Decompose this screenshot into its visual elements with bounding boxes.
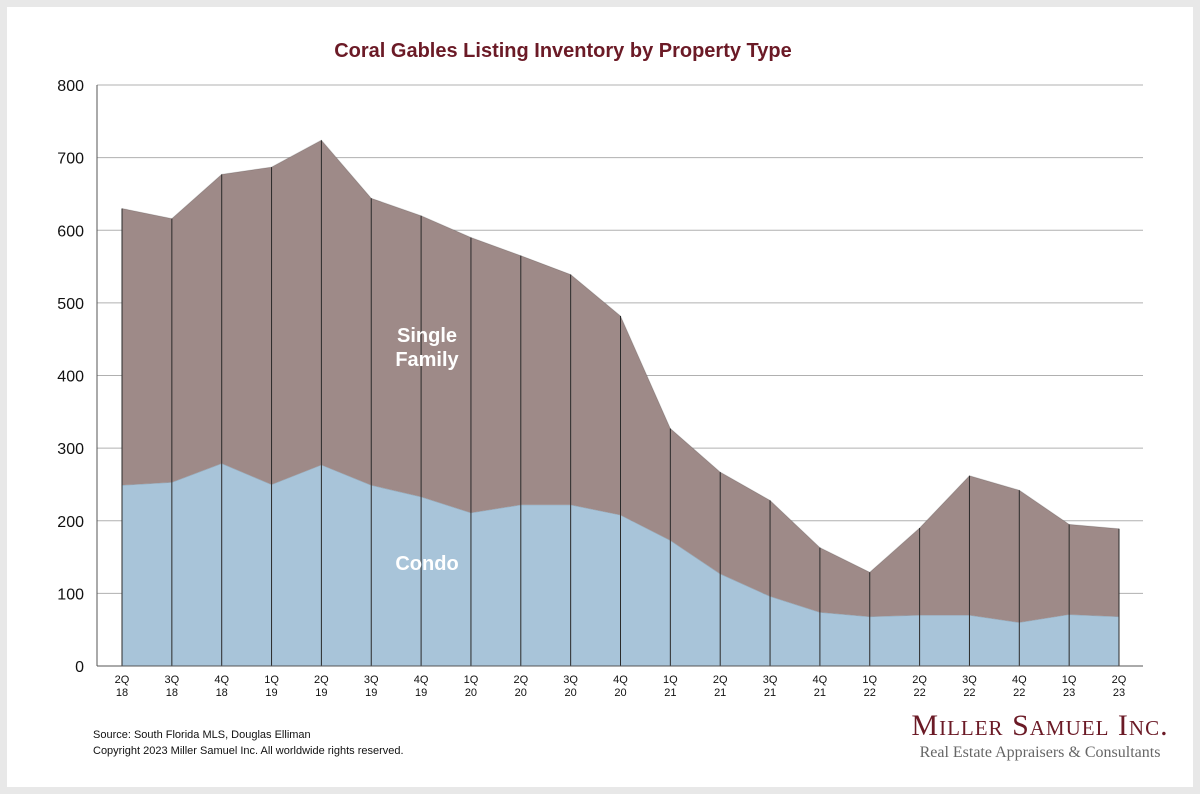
x-tick-label: 3Q 19: [364, 674, 379, 699]
y-tick-label: 200: [57, 514, 84, 531]
x-tick-label: 2Q 18: [115, 674, 130, 699]
y-tick-label: 300: [57, 441, 84, 458]
y-tick-label: 700: [57, 151, 84, 168]
company-logo: Miller Samuel Inc. Real Estate Appraiser…: [900, 710, 1180, 762]
x-tick-label: 2Q 23: [1112, 674, 1127, 699]
x-tick-label: 2Q 20: [513, 674, 528, 699]
x-tick-label: 3Q 22: [962, 674, 977, 699]
logo-name: Miller Samuel Inc.: [911, 709, 1169, 742]
x-tick-label: 1Q 20: [464, 674, 479, 699]
y-tick-label: 0: [75, 659, 84, 676]
x-tick-label: 1Q 19: [264, 674, 279, 699]
x-tick-label: 3Q 18: [165, 674, 180, 699]
x-tick-label: 3Q 20: [563, 674, 578, 699]
y-tick-label: 500: [57, 296, 84, 313]
area-label: Condo: [395, 553, 458, 575]
category-lines: [121, 140, 1120, 666]
x-tick-label: 4Q 20: [613, 674, 628, 699]
y-tick-label: 600: [57, 223, 84, 240]
x-tick-label: 4Q 18: [214, 674, 229, 699]
x-tick-label: 2Q 21: [713, 674, 728, 699]
x-tick-label: 3Q 21: [763, 674, 778, 699]
y-tick-label: 800: [57, 78, 84, 95]
axes: [96, 85, 1143, 667]
x-tick-label: 4Q 21: [813, 674, 828, 699]
y-tick-label: 400: [57, 369, 84, 386]
x-tick-label: 4Q 19: [414, 674, 429, 699]
labels: 0 100 200 300 400 500 600 700 800 2Q 18 3Q 18 4Q 18 1Q 1…: [57, 78, 1126, 699]
source-text: Source: South Florida MLS, Douglas Ellim…: [93, 729, 311, 741]
x-tick-label: 1Q 22: [862, 674, 877, 699]
x-tick-label: 1Q 23: [1062, 674, 1077, 699]
y-tick-label: 100: [57, 586, 84, 603]
logo-tagline: Real Estate Appraisers & Consultants: [919, 744, 1161, 761]
x-tick-label: 2Q 22: [912, 674, 927, 699]
x-tick-label: 2Q 19: [314, 674, 329, 699]
copyright-text: Copyright 2023 Miller Samuel Inc. All wo…: [93, 745, 404, 757]
footer-source: Source: South Florida MLS, Douglas Ellim…: [93, 727, 404, 759]
x-tick-label: 1Q 21: [663, 674, 678, 699]
x-tick-label: 4Q 22: [1012, 674, 1027, 699]
chart-title: Coral Gables Listing Inventory by Proper…: [334, 40, 792, 62]
area-label: Single Family: [395, 325, 459, 371]
